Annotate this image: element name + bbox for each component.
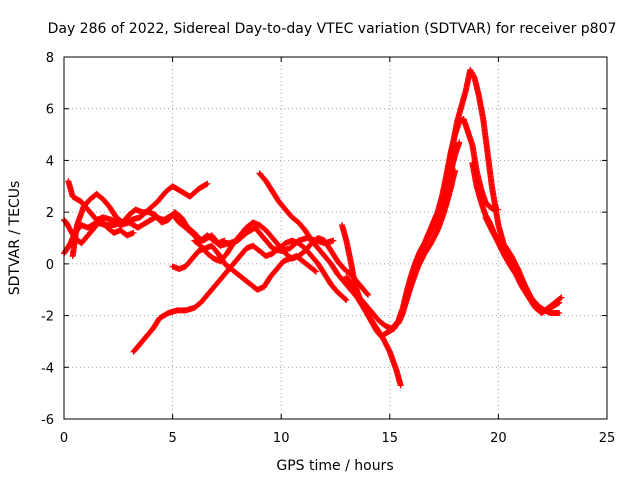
- data-point: [342, 296, 349, 303]
- x-tick-label: 25: [599, 431, 616, 446]
- data-point: [312, 268, 319, 275]
- ticks-layer: [63, 56, 608, 420]
- chart-title: Day 286 of 2022, Sidereal Day-to-day VTE…: [48, 21, 617, 37]
- y-tick-label: 8: [46, 51, 54, 66]
- y-tick-label: 0: [46, 258, 54, 273]
- data-point: [558, 294, 565, 301]
- series-track-12: [436, 66, 563, 314]
- x-tick-label: 0: [60, 431, 68, 446]
- data-point: [397, 382, 404, 389]
- data-point: [364, 291, 371, 298]
- series-track-13: [469, 160, 563, 316]
- series-track-11: [395, 139, 463, 327]
- y-tick-label: -2: [41, 310, 54, 325]
- series-track-3: [61, 180, 211, 257]
- y-tick-label: 6: [46, 103, 54, 118]
- series-track-14: [482, 214, 565, 316]
- x-tick-label: 10: [273, 431, 290, 446]
- x-tick-labels: 0 5 10 15 20 25: [60, 431, 615, 446]
- series-track-8: [256, 170, 404, 389]
- data-point: [556, 309, 563, 316]
- plot-frame: [63, 56, 608, 420]
- data-point: [204, 180, 211, 187]
- x-axis-title: GPS time / hours: [276, 458, 393, 474]
- data-point: [312, 267, 319, 274]
- grid-layer: [64, 57, 607, 419]
- y-tick-label: 4: [46, 154, 54, 169]
- y-tick-label: -6: [41, 413, 54, 428]
- y-tick-labels: -6 -4 -2 0 2 4 6 8: [41, 51, 54, 428]
- x-tick-label: 15: [382, 431, 399, 446]
- y-tick-label: -4: [41, 361, 54, 376]
- x-tick-label: 20: [490, 431, 507, 446]
- x-tick-label: 5: [168, 431, 176, 446]
- data-marks: [61, 66, 565, 389]
- data-point: [343, 297, 350, 304]
- series-track-5: [130, 237, 350, 355]
- data-point: [130, 229, 137, 236]
- y-tick-label: 2: [46, 206, 54, 221]
- data-point: [365, 291, 372, 298]
- data-point: [330, 237, 337, 244]
- data-point: [557, 295, 564, 302]
- series-track-7: [191, 219, 372, 298]
- y-axis-title: SDTVAR / TECUs: [7, 181, 23, 296]
- data-point: [456, 139, 463, 146]
